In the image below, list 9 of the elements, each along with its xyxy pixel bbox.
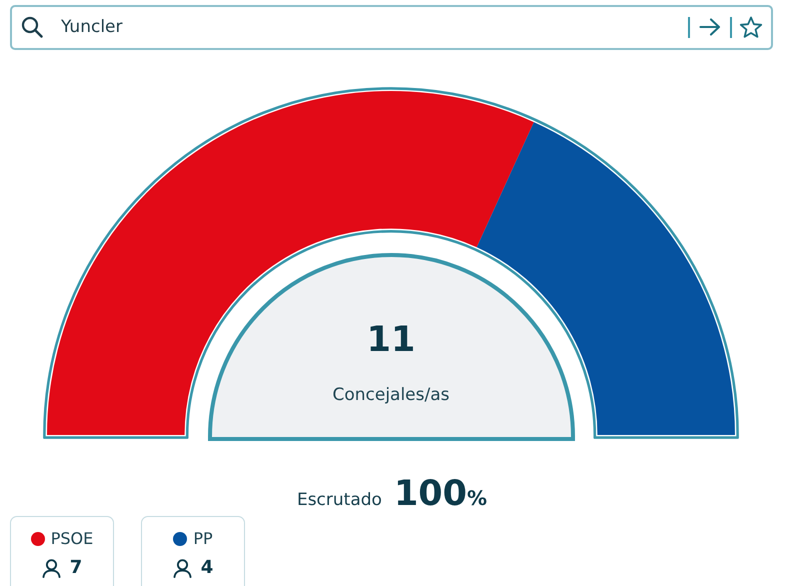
data-label: 4 [200, 557, 214, 579]
text: 100% [394, 473, 488, 516]
text: 11 [366, 319, 416, 362]
data-label: 7 [70, 557, 82, 579]
chart-title: Yuncler [61, 16, 123, 38]
text: Escrutado [296, 489, 382, 511]
legend-label: PSOE [50, 528, 94, 550]
legend-label: PP [193, 528, 213, 550]
text: Concejales/as [331, 384, 451, 406]
